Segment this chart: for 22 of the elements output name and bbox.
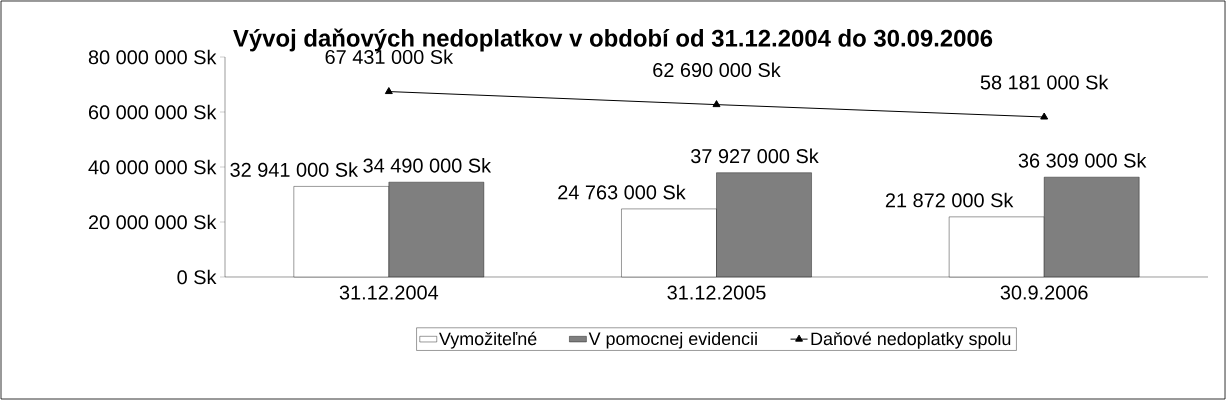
data-label: 21 872 000 Sk [885, 192, 1014, 208]
y-tick-label: 80 000 000 Sk [88, 49, 217, 65]
data-label: 62 690 000 Sk [653, 62, 781, 78]
data-label: 24 763 000 Sk [558, 184, 686, 200]
x-tick-label: 31.12.2004 [339, 285, 439, 300]
point [384, 87, 393, 95]
y-tick-label: 20 000 000 Sk [88, 214, 217, 230]
legend-label: Vymožiteľné [439, 331, 537, 349]
y-tick-label: 40 000 000 Sk [88, 159, 217, 175]
y-tick-label: 60 000 000 Sk [88, 104, 217, 120]
x-tick-label: 31.12.2005 [667, 285, 766, 300]
data-label: 32 941 000 Sk [230, 162, 359, 177]
data-label: 58 181 000 Sk [980, 74, 1109, 90]
data-label: 37 927 000 Sk [691, 148, 819, 164]
point [712, 100, 721, 108]
x-tick-label: 30.9.2006 [1000, 285, 1088, 300]
data-label: 36 309 000 Sk [1018, 153, 1147, 168]
data-label: 34 490 000 Sk [363, 158, 492, 173]
y-tick-label: 0 Sk [177, 269, 217, 285]
legend-label: V pomocnej evidencii [588, 331, 757, 349]
legend-label: Daňové nedoplatky spolu [811, 331, 1011, 349]
point [1040, 112, 1049, 120]
